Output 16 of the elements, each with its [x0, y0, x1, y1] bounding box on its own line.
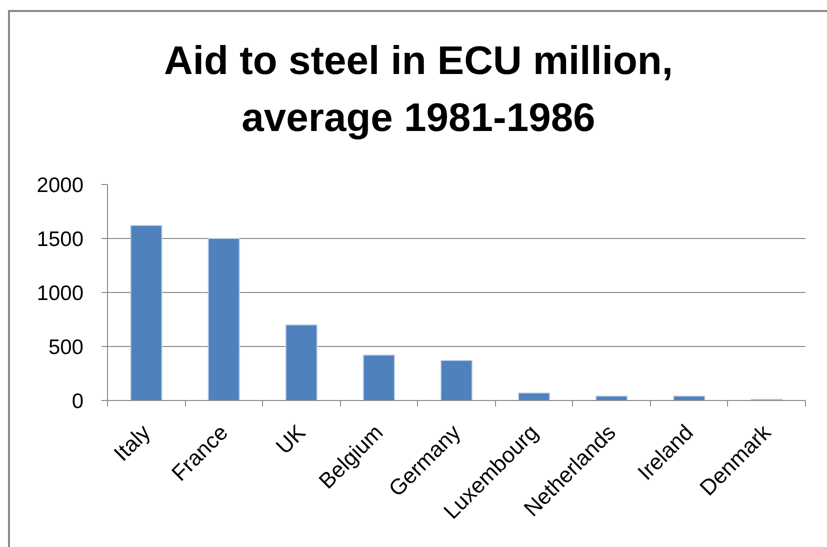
chart-title: Aid to steel in ECU million, average 1981-1986: [164, 38, 673, 142]
bar: [130, 225, 162, 400]
y-tick-label: 500: [48, 336, 84, 359]
bar: [673, 396, 706, 400]
bar: [440, 360, 473, 400]
bar: [208, 238, 240, 400]
x-tick-label: UK: [270, 419, 310, 459]
bar: [362, 354, 395, 400]
y-tick-label: 0: [72, 390, 84, 413]
bar: [518, 392, 550, 400]
y-tick-label: 1000: [36, 282, 84, 305]
bar: [596, 396, 628, 400]
y-tick-label: 1500: [36, 228, 84, 251]
y-tick-label: 2000: [36, 174, 84, 197]
x-tick-label: Italy: [108, 420, 156, 466]
bar: [285, 324, 318, 400]
